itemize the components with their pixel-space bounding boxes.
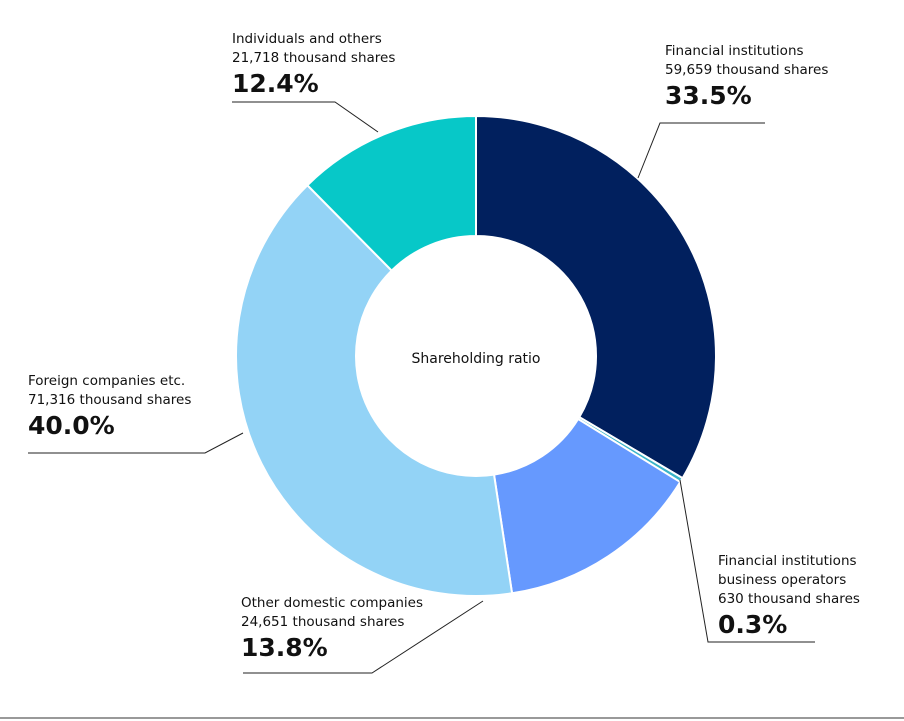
slice-shares: 71,316 thousand shares [28, 392, 192, 408]
leader-line-other-domestic [243, 600, 484, 674]
slice-2 [492, 417, 682, 595]
slice-shares: 21,718 thousand shares [232, 50, 396, 66]
slice-name: Foreign companies etc. [28, 373, 186, 389]
slice-0 [475, 114, 717, 480]
leader-line-foreign [28, 432, 244, 454]
slice-pct: 40.0% [28, 411, 115, 440]
slice-shares: 59,659 thousand shares [665, 62, 829, 78]
label-financial: Financial institutions 59,659 thousand s… [665, 42, 828, 112]
leader-line-financial [637, 122, 765, 179]
label-other-domestic: Other domestic companies 24,651 thousand… [241, 594, 423, 664]
leader-line-individuals [232, 101, 379, 133]
label-foreign: Foreign companies etc. 71,316 thousand s… [28, 372, 191, 442]
slice-shares: 630 thousand shares [718, 591, 860, 607]
slice-pct: 13.8% [241, 633, 328, 662]
label-operators: Financial institutions business operator… [718, 552, 898, 641]
slice-shares: 24,651 thousand shares [241, 614, 405, 630]
center-label: Shareholding ratio [411, 351, 541, 367]
slice-3 [235, 183, 514, 597]
slice-4 [305, 114, 477, 273]
slice-name: Other domestic companies [241, 595, 424, 611]
slice-name: Individuals and others [232, 31, 382, 47]
slice-name: Financial institutions business operator… [718, 553, 857, 588]
leader-line-operators [679, 479, 815, 643]
slice-pct: 0.3% [718, 610, 788, 639]
slice-name: Financial institutions [665, 43, 804, 59]
slice-pct: 33.5% [665, 81, 752, 110]
label-individuals: Individuals and others 21,718 thousand s… [232, 30, 395, 100]
slice-pct: 12.4% [232, 69, 319, 98]
